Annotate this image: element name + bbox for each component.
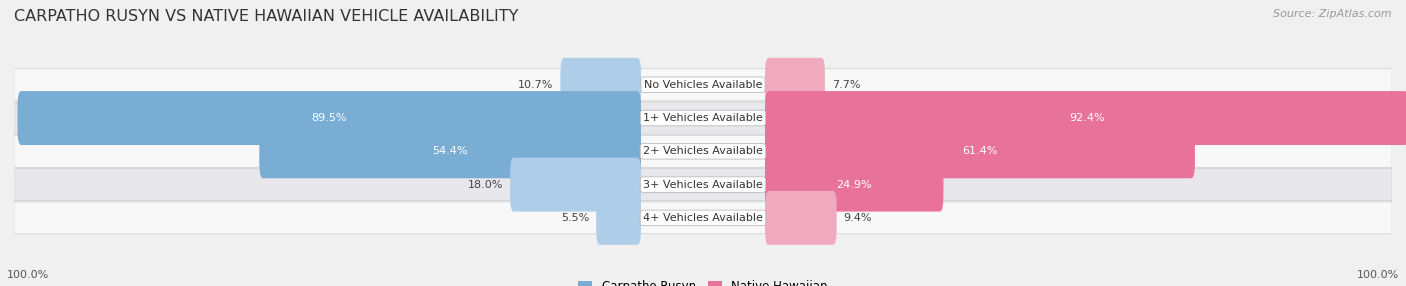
Legend: Carpatho Rusyn, Native Hawaiian: Carpatho Rusyn, Native Hawaiian bbox=[578, 280, 828, 286]
FancyBboxPatch shape bbox=[561, 58, 641, 112]
Text: CARPATHO RUSYN VS NATIVE HAWAIIAN VEHICLE AVAILABILITY: CARPATHO RUSYN VS NATIVE HAWAIIAN VEHICL… bbox=[14, 9, 519, 23]
FancyBboxPatch shape bbox=[14, 102, 1392, 134]
FancyBboxPatch shape bbox=[14, 202, 1392, 234]
FancyBboxPatch shape bbox=[765, 91, 1406, 145]
Text: 9.4%: 9.4% bbox=[844, 213, 872, 223]
Text: 2+ Vehicles Available: 2+ Vehicles Available bbox=[643, 146, 763, 156]
Text: 4+ Vehicles Available: 4+ Vehicles Available bbox=[643, 213, 763, 223]
FancyBboxPatch shape bbox=[765, 158, 943, 212]
FancyBboxPatch shape bbox=[14, 69, 1392, 101]
Text: 5.5%: 5.5% bbox=[561, 213, 589, 223]
FancyBboxPatch shape bbox=[765, 191, 837, 245]
FancyBboxPatch shape bbox=[14, 135, 1392, 167]
Text: 100.0%: 100.0% bbox=[1357, 270, 1399, 280]
FancyBboxPatch shape bbox=[596, 191, 641, 245]
Text: 89.5%: 89.5% bbox=[312, 113, 347, 123]
Text: 92.4%: 92.4% bbox=[1069, 113, 1105, 123]
FancyBboxPatch shape bbox=[765, 124, 1195, 178]
Text: 10.7%: 10.7% bbox=[519, 80, 554, 90]
Text: 100.0%: 100.0% bbox=[7, 270, 49, 280]
Text: 54.4%: 54.4% bbox=[433, 146, 468, 156]
Text: Source: ZipAtlas.com: Source: ZipAtlas.com bbox=[1274, 9, 1392, 19]
Text: 24.9%: 24.9% bbox=[837, 180, 872, 190]
Text: 3+ Vehicles Available: 3+ Vehicles Available bbox=[643, 180, 763, 190]
FancyBboxPatch shape bbox=[765, 58, 825, 112]
Text: 7.7%: 7.7% bbox=[832, 80, 860, 90]
FancyBboxPatch shape bbox=[17, 91, 641, 145]
FancyBboxPatch shape bbox=[259, 124, 641, 178]
FancyBboxPatch shape bbox=[510, 158, 641, 212]
Text: 1+ Vehicles Available: 1+ Vehicles Available bbox=[643, 113, 763, 123]
FancyBboxPatch shape bbox=[14, 169, 1392, 200]
Text: 61.4%: 61.4% bbox=[962, 146, 998, 156]
Text: No Vehicles Available: No Vehicles Available bbox=[644, 80, 762, 90]
Text: 18.0%: 18.0% bbox=[468, 180, 503, 190]
